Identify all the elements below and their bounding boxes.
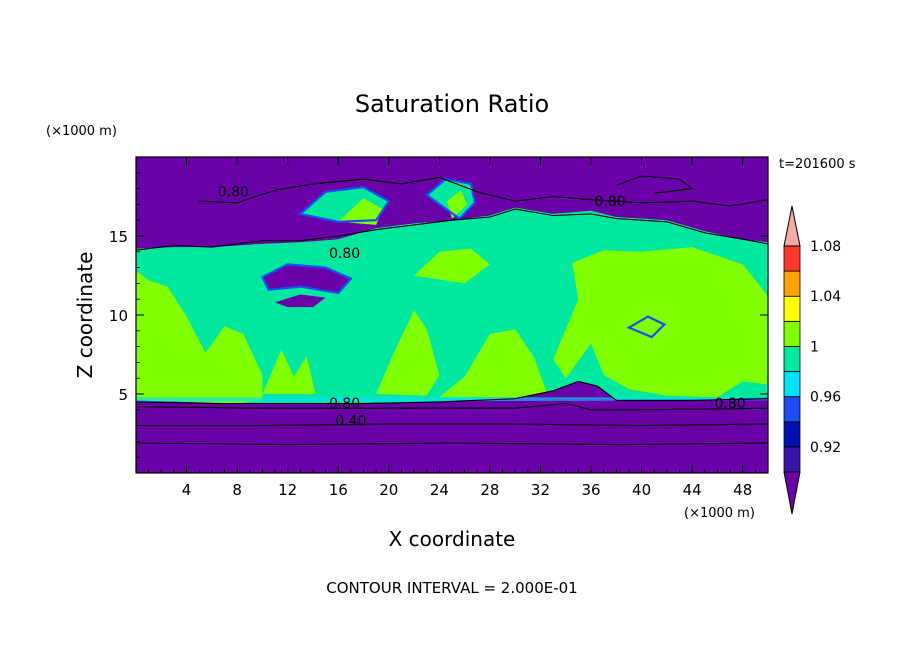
colorbar-tick-label: 0.96	[810, 390, 841, 406]
x-tick-label: 20	[379, 481, 398, 499]
x-tick-label: 44	[683, 481, 702, 499]
plot-area	[136, 157, 768, 473]
y-tick-label: 10	[109, 307, 128, 325]
x-tick-label: 48	[733, 481, 752, 499]
x-axis-label: X coordinate	[389, 527, 516, 551]
contour-line	[199, 176, 769, 207]
y-tick-label: 15	[109, 228, 128, 246]
x-tick-label: 4	[182, 481, 192, 499]
colorbar-tick-label: 1.04	[810, 289, 841, 305]
dry-pocket	[262, 264, 351, 293]
colorbar-tick-label: 0.92	[810, 440, 841, 456]
contour-lines	[135, 175, 769, 446]
contour-label: 0.80	[218, 185, 249, 201]
contour-label: 0.80	[714, 396, 745, 412]
contour-line	[135, 442, 769, 446]
colorbar-box	[783, 371, 801, 398]
colorbar-tick-label: 1	[810, 339, 819, 355]
x-axis-ticks: 4 8 12 16 20 24 28 32 36 40 44 48	[148, 157, 756, 499]
colorbar-low-arrow	[783, 471, 801, 515]
contour-line	[616, 175, 694, 194]
boundary-shading	[424, 177, 476, 221]
colorbar-box	[783, 270, 801, 297]
boundary-shading	[297, 185, 391, 223]
supersaturated-region	[136, 270, 263, 404]
x-tick-label: 8	[232, 481, 242, 499]
supersaturated-region	[376, 310, 440, 396]
x-tick-label: 16	[329, 481, 348, 499]
y-axis-label: Z coordinate	[73, 252, 97, 379]
x-tick-label: 12	[278, 481, 297, 499]
supersaturated-region	[262, 349, 316, 394]
colorbar-box	[783, 346, 801, 372]
supersaturated-region	[439, 329, 547, 398]
boundary-shading	[626, 315, 667, 339]
y-tick-label: 5	[118, 386, 128, 404]
colorbar-box	[783, 295, 801, 322]
colorbar-box	[783, 320, 801, 347]
contour-label: 0.40	[335, 414, 366, 430]
contour-line	[135, 402, 769, 411]
y-axis-ticks: 5 10 15	[109, 172, 768, 458]
contour-line	[135, 208, 769, 251]
colorbar-box	[783, 396, 801, 423]
x-axis-units: (×1000 m)	[684, 506, 755, 521]
colorbar: 0.92 0.96 1 1.04 1.08	[783, 205, 841, 515]
contour-labels: 0.80 0.80 0.80 0.80 0.80 0.40	[218, 185, 746, 430]
contour-label: 0.80	[594, 194, 625, 210]
chart-title: Saturation Ratio	[355, 90, 549, 118]
contour-line	[135, 380, 769, 405]
x-tick-label: 32	[531, 481, 550, 499]
contour-interval-note: CONTOUR INTERVAL = 2.000E-01	[326, 579, 577, 597]
supersaturated-region	[446, 190, 468, 219]
colorbar-box	[783, 245, 801, 272]
x-tick-label: 36	[581, 481, 600, 499]
supersaturated-region	[338, 198, 383, 225]
cloud-base-strip	[136, 397, 768, 402]
x-tick-label: 40	[632, 481, 651, 499]
time-label: t=201600 s	[779, 157, 856, 172]
boundary-shading	[260, 263, 353, 295]
colorbar-high-arrow	[783, 205, 801, 247]
colorbar-box	[783, 446, 801, 473]
contour-label: 0.80	[329, 396, 360, 412]
colorbar-tick-label: 1.08	[810, 239, 841, 255]
contour-line	[136, 423, 769, 427]
x-tick-label: 24	[430, 481, 449, 499]
y-axis-units: (×1000 m)	[46, 124, 117, 139]
supersaturated-region	[414, 248, 490, 284]
dry-pocket	[275, 294, 326, 308]
x-tick-label: 28	[480, 481, 499, 499]
contour-label: 0.80	[329, 246, 360, 262]
colorbar-box	[783, 421, 801, 448]
